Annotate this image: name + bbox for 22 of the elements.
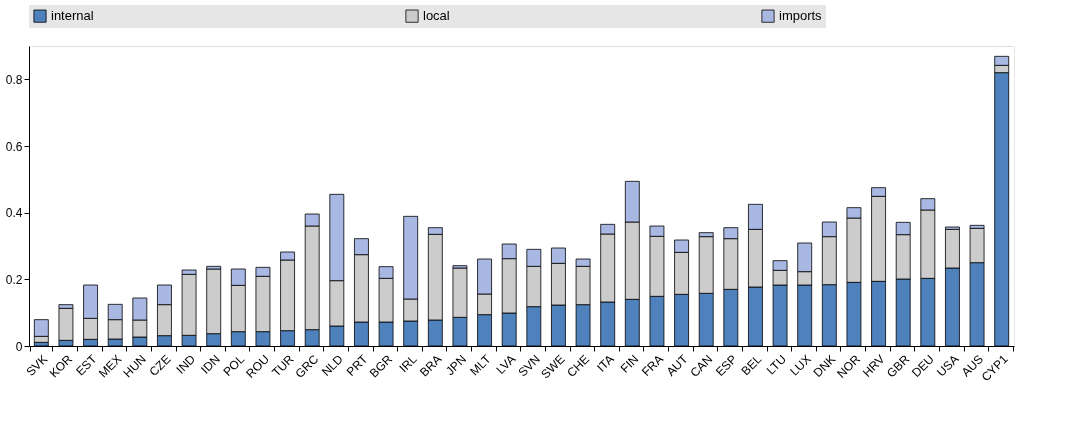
y-tick-label: 0.2 — [5, 272, 23, 287]
y-tick-label: 0.8 — [5, 72, 23, 87]
x-tick-label: LTU — [763, 352, 790, 378]
x-tick-label: USA — [934, 352, 962, 380]
legend-label: local — [423, 8, 450, 24]
x-tick-label: FIN — [617, 352, 642, 376]
x-tick-label: ITA — [594, 352, 617, 375]
x-tick-label: TUR — [269, 351, 297, 380]
legend-label: imports — [779, 8, 823, 24]
x-tick-label: BEL — [738, 351, 765, 379]
x-tick-label: LVA — [493, 352, 519, 377]
x-tick-label: JPN — [442, 352, 469, 379]
x-tick-label: IRL — [396, 351, 420, 376]
x-tick-label: NLD — [318, 351, 347, 379]
legend-label: internal — [51, 8, 94, 24]
y-tick-label: 0 — [15, 339, 23, 354]
x-tick-label: CZE — [146, 352, 174, 379]
x-tick-label: IND — [173, 351, 199, 377]
x-tick-label: IDN — [198, 352, 223, 377]
x-tick-label: FRA — [639, 352, 666, 379]
y-tick-label: 0.6 — [5, 139, 23, 154]
y-tick-label: 0.4 — [5, 206, 23, 221]
